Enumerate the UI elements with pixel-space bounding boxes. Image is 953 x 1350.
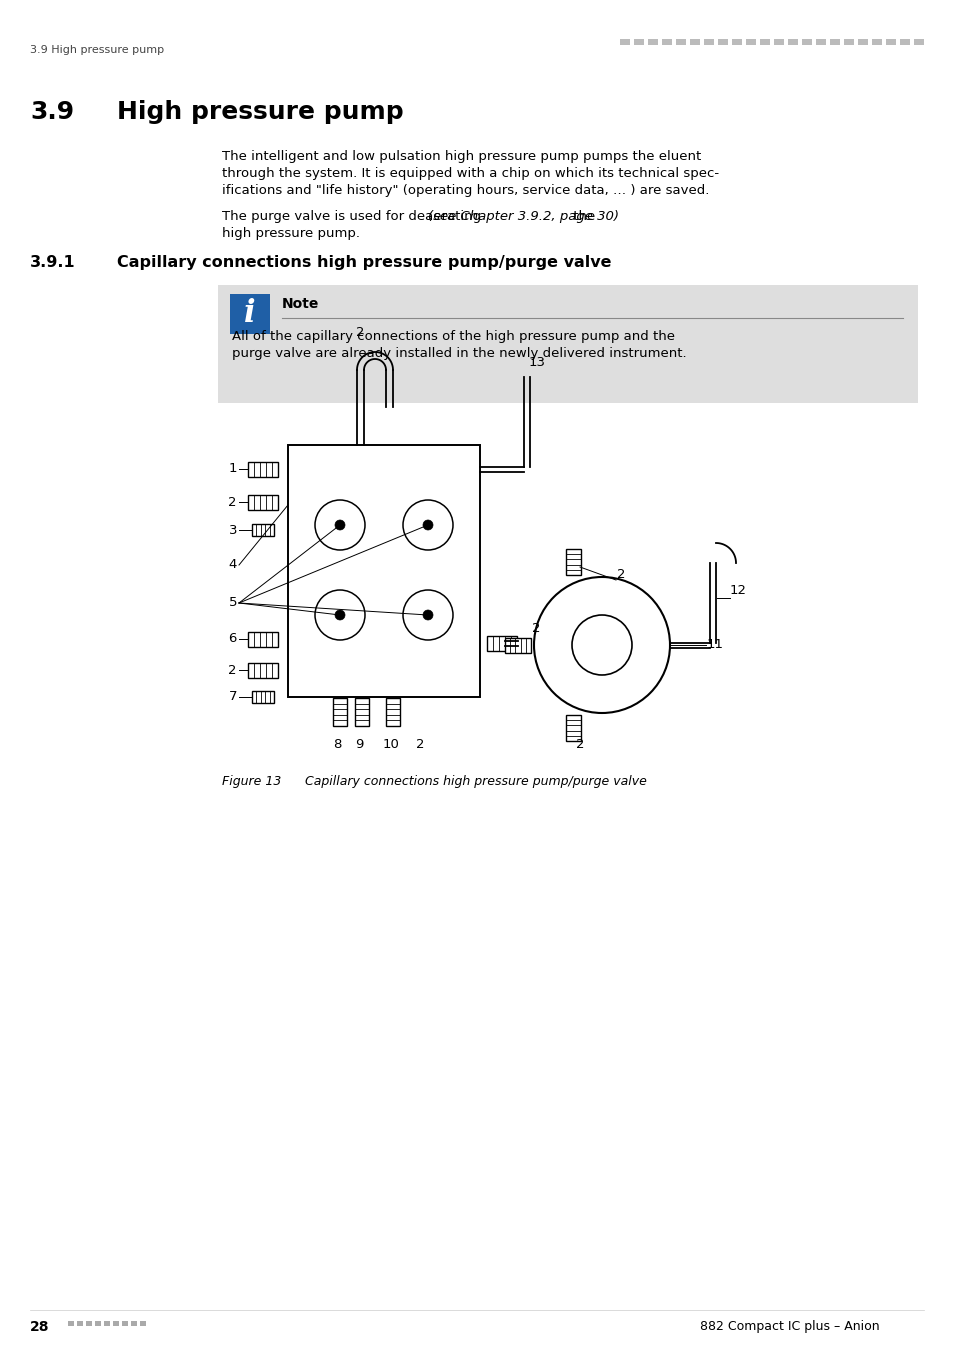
Text: 11: 11 — [706, 639, 723, 652]
Text: through the system. It is equipped with a chip on which its technical spec-: through the system. It is equipped with … — [222, 167, 719, 180]
Bar — [843, 39, 853, 45]
Bar — [140, 1322, 146, 1326]
Bar — [68, 1322, 74, 1326]
Text: 28: 28 — [30, 1320, 50, 1334]
Circle shape — [534, 576, 669, 713]
Bar — [718, 39, 727, 45]
Text: 1: 1 — [229, 463, 236, 475]
Bar — [773, 39, 783, 45]
Bar — [913, 39, 923, 45]
Text: ifications and "life history" (operating hours, service data, … ) are saved.: ifications and "life history" (operating… — [222, 184, 709, 197]
Text: 2: 2 — [355, 327, 364, 339]
Bar — [801, 39, 811, 45]
Bar — [566, 549, 581, 575]
Bar — [815, 39, 825, 45]
Circle shape — [572, 616, 631, 675]
Text: 9: 9 — [355, 738, 363, 752]
Bar — [731, 39, 741, 45]
Text: 6: 6 — [229, 633, 236, 645]
Bar — [248, 494, 277, 509]
Text: 3.9 High pressure pump: 3.9 High pressure pump — [30, 45, 164, 55]
Text: purge valve are already installed in the newly delivered instrument.: purge valve are already installed in the… — [232, 347, 686, 360]
Text: 7: 7 — [229, 690, 236, 703]
Text: 3.9.1: 3.9.1 — [30, 255, 75, 270]
Bar — [386, 698, 399, 726]
Text: Note: Note — [282, 297, 319, 310]
Text: 4: 4 — [229, 559, 236, 571]
Bar — [95, 1322, 101, 1326]
Bar — [829, 39, 840, 45]
Text: All of the capillary connections of the high pressure pump and the: All of the capillary connections of the … — [232, 329, 675, 343]
Circle shape — [422, 520, 433, 531]
Circle shape — [314, 500, 365, 549]
Bar — [112, 1322, 119, 1326]
Bar — [355, 698, 369, 726]
Bar — [252, 691, 274, 703]
Circle shape — [335, 610, 345, 620]
Bar — [857, 39, 867, 45]
Bar — [131, 1322, 137, 1326]
Text: (see Chapter 3.9.2, page 30): (see Chapter 3.9.2, page 30) — [428, 211, 618, 223]
Text: Capillary connections high pressure pump/purge valve: Capillary connections high pressure pump… — [117, 255, 611, 270]
Bar — [634, 39, 643, 45]
Bar — [689, 39, 700, 45]
Text: The purge valve is used for deaerating: The purge valve is used for deaerating — [222, 211, 485, 223]
Circle shape — [335, 520, 345, 531]
Bar — [871, 39, 882, 45]
Text: the: the — [569, 211, 595, 223]
Bar — [252, 524, 274, 536]
Bar — [288, 446, 479, 697]
Text: 3.9: 3.9 — [30, 100, 74, 124]
Bar — [248, 632, 277, 647]
Bar — [248, 663, 277, 678]
Text: 2: 2 — [229, 495, 236, 509]
Text: 2: 2 — [416, 738, 424, 752]
Text: high pressure pump.: high pressure pump. — [222, 227, 359, 240]
Bar — [122, 1322, 128, 1326]
Text: 5: 5 — [229, 597, 236, 609]
Text: 2: 2 — [617, 568, 625, 582]
Text: 2: 2 — [229, 663, 236, 676]
Text: 2: 2 — [532, 622, 540, 636]
Bar — [619, 39, 629, 45]
Bar — [86, 1322, 91, 1326]
Bar — [486, 636, 517, 651]
Text: 2: 2 — [576, 738, 583, 752]
Text: 8: 8 — [333, 738, 341, 752]
Circle shape — [402, 500, 453, 549]
Bar — [104, 1322, 110, 1326]
Circle shape — [402, 590, 453, 640]
Bar — [787, 39, 797, 45]
Bar — [745, 39, 755, 45]
Bar — [647, 39, 658, 45]
Bar — [333, 698, 347, 726]
Bar — [504, 637, 531, 652]
Text: 3: 3 — [229, 524, 236, 536]
Text: High pressure pump: High pressure pump — [117, 100, 403, 124]
Bar — [218, 285, 917, 404]
Bar — [77, 1322, 83, 1326]
Bar — [566, 716, 581, 741]
Bar — [230, 294, 270, 333]
Text: 13: 13 — [529, 356, 545, 370]
Bar — [676, 39, 685, 45]
Circle shape — [422, 610, 433, 620]
Bar — [661, 39, 671, 45]
Text: 882 Compact IC plus – Anion: 882 Compact IC plus – Anion — [700, 1320, 879, 1332]
Text: The intelligent and low pulsation high pressure pump pumps the eluent: The intelligent and low pulsation high p… — [222, 150, 700, 163]
Bar — [248, 462, 277, 477]
Bar — [760, 39, 769, 45]
Text: 12: 12 — [729, 585, 746, 598]
Bar — [703, 39, 713, 45]
Bar — [899, 39, 909, 45]
Text: 10: 10 — [382, 738, 399, 752]
Text: i: i — [244, 298, 255, 329]
Bar — [885, 39, 895, 45]
Circle shape — [314, 590, 365, 640]
Text: Figure 13: Figure 13 — [222, 775, 281, 788]
Text: Capillary connections high pressure pump/purge valve: Capillary connections high pressure pump… — [305, 775, 646, 788]
